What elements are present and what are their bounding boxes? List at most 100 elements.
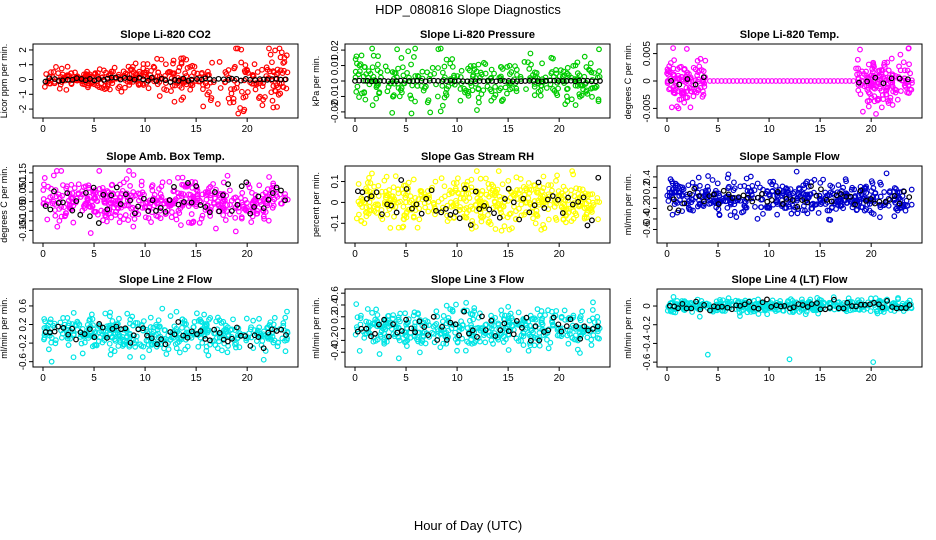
data-point-all xyxy=(468,184,475,191)
data-point-all xyxy=(283,85,290,92)
data-point-all xyxy=(205,352,212,359)
data-point-all xyxy=(581,53,588,60)
data-point-hourly xyxy=(184,334,191,341)
data-point-hourly xyxy=(381,316,387,323)
data-point-all xyxy=(457,97,464,104)
data-point-all xyxy=(84,196,91,202)
data-point-all xyxy=(829,184,836,190)
data-point-all xyxy=(481,332,487,339)
data-point-all xyxy=(86,316,93,323)
data-point-hourly xyxy=(148,335,155,342)
data-point-all xyxy=(501,312,508,319)
data-point-all xyxy=(793,168,800,175)
data-point-all xyxy=(214,101,221,107)
data-point-all xyxy=(88,311,95,318)
data-point-all xyxy=(455,175,461,182)
data-point-all xyxy=(232,214,239,221)
data-point-hourly xyxy=(162,341,169,348)
data-point-all xyxy=(811,176,818,183)
data-point-all xyxy=(476,99,482,106)
data-point-all xyxy=(44,216,51,223)
data-point-all xyxy=(162,327,168,334)
data-point-all xyxy=(486,218,493,225)
data-point-all xyxy=(709,177,716,183)
data-point-all xyxy=(416,216,423,223)
data-point-hourly xyxy=(238,77,244,84)
x-tick-label: 20 xyxy=(554,373,566,384)
data-point-all xyxy=(412,98,418,105)
data-point-all xyxy=(868,295,874,302)
data-point-all xyxy=(800,190,807,197)
data-point-all xyxy=(418,189,425,195)
x-tick-label: 15 xyxy=(191,373,203,384)
data-point-all xyxy=(201,311,208,318)
data-point-all xyxy=(369,102,376,109)
data-point-all xyxy=(284,308,290,315)
data-point-hourly xyxy=(675,305,681,312)
data-point-all xyxy=(898,88,904,94)
data-point-hourly xyxy=(193,183,200,189)
data-point-all xyxy=(594,195,601,201)
data-point-all xyxy=(518,201,525,208)
data-point-all xyxy=(54,223,61,230)
x-tick-label: 15 xyxy=(815,373,827,384)
data-point-all xyxy=(513,174,520,181)
data-point-all xyxy=(831,78,837,84)
data-point-all xyxy=(560,216,567,223)
data-point-all xyxy=(683,301,689,308)
x-tick-label: 15 xyxy=(503,124,515,135)
data-point-hourly xyxy=(368,333,374,340)
data-point-all xyxy=(539,193,546,200)
data-point-all xyxy=(119,187,126,194)
data-point-all xyxy=(895,295,901,301)
data-point-hourly xyxy=(496,214,503,221)
data-point-all xyxy=(908,201,915,208)
data-point-all xyxy=(265,217,272,224)
data-point-all xyxy=(464,325,471,331)
data-point-all xyxy=(485,219,492,226)
data-point-hourly xyxy=(847,193,854,200)
data-point-all xyxy=(220,330,227,337)
data-point-hourly xyxy=(679,300,686,307)
data-point-all xyxy=(383,194,389,201)
data-point-all xyxy=(499,181,506,188)
x-tick-label: 20 xyxy=(866,373,878,384)
data-point-all xyxy=(564,93,570,100)
data-point-all xyxy=(429,64,436,71)
data-point-all xyxy=(232,341,238,348)
data-point-all xyxy=(70,309,77,316)
data-point-all xyxy=(440,76,447,83)
data-point-all xyxy=(483,321,490,328)
data-point-all xyxy=(170,57,177,64)
data-point-all xyxy=(163,351,170,357)
data-point-hourly xyxy=(667,205,673,211)
y-tick-label: 0 xyxy=(18,76,29,82)
data-point-all xyxy=(357,61,364,68)
data-point-all xyxy=(70,354,77,361)
data-point-all xyxy=(491,94,497,101)
data-point-all xyxy=(900,59,907,66)
data-point-all xyxy=(41,334,48,341)
data-point-hourly xyxy=(171,184,177,190)
data-point-all xyxy=(787,296,794,303)
data-point-all xyxy=(689,179,696,186)
data-point-all xyxy=(737,313,743,319)
data-point-hourly xyxy=(278,187,284,194)
data-point-hourly xyxy=(577,335,584,342)
data-point-all xyxy=(706,78,713,84)
data-point-all xyxy=(515,338,522,344)
data-point-all xyxy=(182,346,189,353)
y-tick-label: 0 xyxy=(330,78,341,84)
data-point-all xyxy=(76,321,83,328)
panel-title: Slope Line 3 Flow xyxy=(431,274,524,286)
data-point-all xyxy=(89,343,96,350)
data-point-all xyxy=(897,51,904,58)
data-point-all xyxy=(528,187,535,193)
data-point-all xyxy=(395,85,402,91)
data-point-all xyxy=(163,198,170,205)
data-point-all xyxy=(100,190,107,196)
data-point-all xyxy=(547,201,554,208)
data-point-hourly xyxy=(896,200,903,207)
data-point-all xyxy=(685,201,691,207)
data-point-all xyxy=(531,182,538,189)
